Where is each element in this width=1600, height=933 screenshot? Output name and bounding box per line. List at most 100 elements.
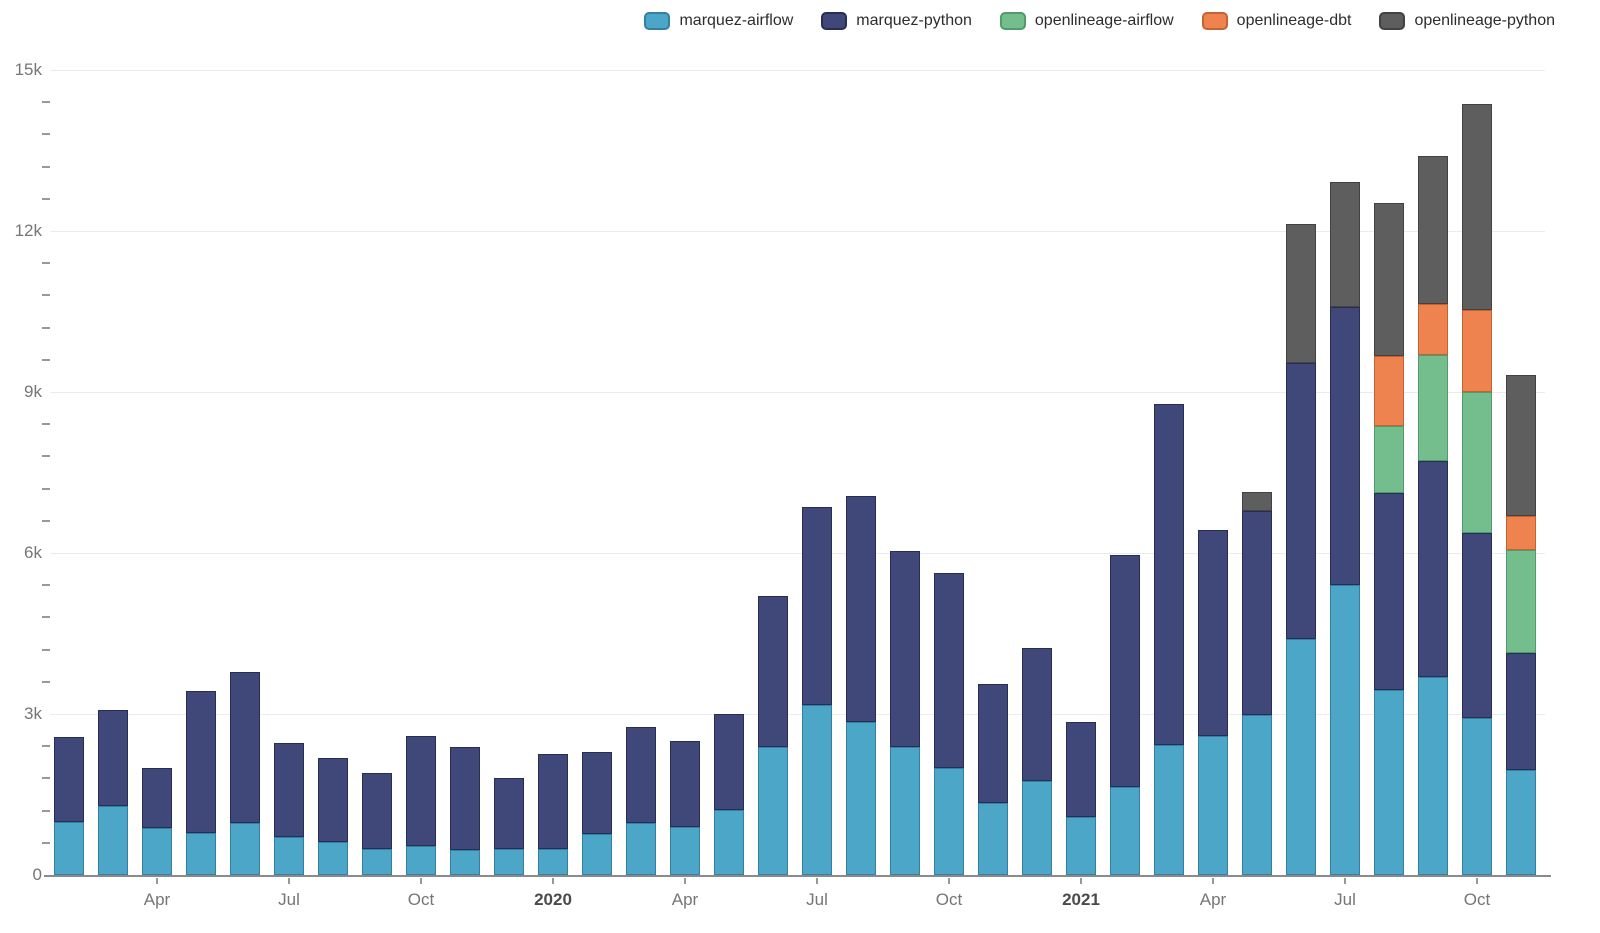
legend-item-openlineage-python[interactable]: openlineage-python	[1379, 12, 1555, 30]
openlineage-python-segment[interactable]	[1286, 224, 1316, 364]
bar-2020-11[interactable]	[978, 683, 1008, 875]
legend-item-openlineage-airflow[interactable]: openlineage-airflow	[999, 12, 1174, 30]
marquez-airflow-segment[interactable]	[626, 822, 656, 875]
openlineage-dbt-segment[interactable]	[1418, 303, 1448, 356]
marquez-python-segment[interactable]	[1066, 721, 1096, 818]
bar-2019-12[interactable]	[494, 777, 524, 875]
marquez-airflow-segment[interactable]	[1154, 744, 1184, 875]
marquez-airflow-segment[interactable]	[846, 721, 876, 875]
marquez-airflow-segment[interactable]	[98, 805, 128, 875]
bar-2020-10[interactable]	[934, 573, 964, 875]
marquez-python-segment[interactable]	[318, 757, 348, 842]
marquez-airflow-segment[interactable]	[1374, 689, 1404, 875]
openlineage-dbt-segment[interactable]	[1462, 310, 1492, 393]
marquez-airflow-segment[interactable]	[230, 822, 260, 875]
marquez-airflow-segment[interactable]	[1198, 735, 1228, 875]
bar-2019-05[interactable]	[186, 690, 216, 875]
bar-2021-01[interactable]	[1066, 721, 1096, 875]
marquez-airflow-segment[interactable]	[406, 846, 436, 875]
openlineage-airflow-segment[interactable]	[1374, 426, 1404, 494]
bar-2020-04[interactable]	[670, 740, 700, 875]
bar-2021-04[interactable]	[1198, 530, 1228, 875]
bar-2020-12[interactable]	[1022, 647, 1052, 875]
marquez-airflow-segment[interactable]	[758, 746, 788, 875]
openlineage-python-segment[interactable]	[1462, 103, 1492, 311]
marquez-airflow-segment[interactable]	[1110, 786, 1140, 875]
openlineage-python-segment[interactable]	[1330, 182, 1360, 308]
marquez-python-segment[interactable]	[1418, 461, 1448, 677]
bar-2019-09[interactable]	[362, 772, 392, 875]
bar-2019-10[interactable]	[406, 735, 436, 875]
marquez-python-segment[interactable]	[758, 595, 788, 747]
marquez-python-segment[interactable]	[626, 726, 656, 823]
marquez-python-segment[interactable]	[934, 573, 964, 768]
bar-2019-02[interactable]	[54, 736, 84, 875]
openlineage-python-segment[interactable]	[1374, 203, 1404, 357]
bar-2019-03[interactable]	[98, 709, 128, 875]
marquez-airflow-segment[interactable]	[1330, 584, 1360, 875]
marquez-airflow-segment[interactable]	[802, 704, 832, 875]
marquez-python-segment[interactable]	[1110, 555, 1140, 787]
bar-2020-09[interactable]	[890, 550, 920, 875]
bar-2021-09[interactable]	[1418, 155, 1448, 875]
marquez-python-segment[interactable]	[406, 735, 436, 847]
marquez-airflow-segment[interactable]	[890, 746, 920, 875]
openlineage-python-segment[interactable]	[1418, 155, 1448, 304]
bar-2019-04[interactable]	[142, 767, 172, 875]
marquez-airflow-segment[interactable]	[1506, 769, 1536, 875]
marquez-python-segment[interactable]	[274, 742, 304, 837]
bar-2020-03[interactable]	[626, 726, 656, 875]
bar-2019-06[interactable]	[230, 671, 260, 875]
bar-2019-08[interactable]	[318, 757, 348, 875]
bar-2021-11[interactable]	[1506, 375, 1536, 875]
marquez-python-segment[interactable]	[802, 507, 832, 705]
marquez-python-segment[interactable]	[1374, 493, 1404, 690]
openlineage-python-segment[interactable]	[1242, 492, 1272, 512]
marquez-airflow-segment[interactable]	[1462, 717, 1492, 875]
marquez-airflow-segment[interactable]	[978, 802, 1008, 875]
marquez-python-segment[interactable]	[1022, 647, 1052, 781]
marquez-airflow-segment[interactable]	[450, 850, 480, 875]
marquez-airflow-segment[interactable]	[1418, 676, 1448, 875]
bar-2021-10[interactable]	[1462, 103, 1492, 875]
bar-2021-05[interactable]	[1242, 492, 1272, 875]
marquez-python-segment[interactable]	[846, 496, 876, 722]
marquez-airflow-segment[interactable]	[1242, 714, 1272, 875]
marquez-python-segment[interactable]	[1242, 511, 1272, 715]
marquez-python-segment[interactable]	[1198, 530, 1228, 736]
bar-2020-08[interactable]	[846, 496, 876, 875]
marquez-python-segment[interactable]	[978, 683, 1008, 803]
marquez-airflow-segment[interactable]	[1022, 780, 1052, 875]
bar-2021-08[interactable]	[1374, 203, 1404, 875]
marquez-python-segment[interactable]	[538, 753, 568, 849]
marquez-airflow-segment[interactable]	[1286, 638, 1316, 875]
bar-2021-07[interactable]	[1330, 182, 1360, 875]
marquez-python-segment[interactable]	[1506, 652, 1536, 770]
marquez-airflow-segment[interactable]	[318, 841, 348, 875]
marquez-airflow-segment[interactable]	[582, 833, 612, 875]
marquez-airflow-segment[interactable]	[362, 848, 392, 875]
marquez-python-segment[interactable]	[494, 777, 524, 849]
marquez-airflow-segment[interactable]	[186, 832, 216, 875]
marquez-airflow-segment[interactable]	[142, 827, 172, 875]
legend-item-openlineage-dbt[interactable]: openlineage-dbt	[1201, 12, 1351, 30]
bar-2020-02[interactable]	[582, 752, 612, 875]
openlineage-airflow-segment[interactable]	[1506, 550, 1536, 653]
marquez-python-segment[interactable]	[230, 671, 260, 823]
bar-2020-06[interactable]	[758, 595, 788, 875]
marquez-airflow-segment[interactable]	[714, 809, 744, 875]
openlineage-dbt-segment[interactable]	[1374, 356, 1404, 427]
marquez-python-segment[interactable]	[1330, 307, 1360, 585]
bar-2019-07[interactable]	[274, 742, 304, 875]
openlineage-airflow-segment[interactable]	[1418, 355, 1448, 462]
marquez-airflow-segment[interactable]	[934, 767, 964, 875]
marquez-python-segment[interactable]	[670, 740, 700, 827]
marquez-airflow-segment[interactable]	[1066, 817, 1096, 875]
marquez-python-segment[interactable]	[186, 690, 216, 833]
bar-2020-05[interactable]	[714, 713, 744, 875]
marquez-python-segment[interactable]	[362, 772, 392, 849]
marquez-airflow-segment[interactable]	[538, 848, 568, 875]
marquez-python-segment[interactable]	[54, 736, 84, 822]
bar-2019-11[interactable]	[450, 746, 480, 875]
marquez-airflow-segment[interactable]	[670, 826, 700, 875]
